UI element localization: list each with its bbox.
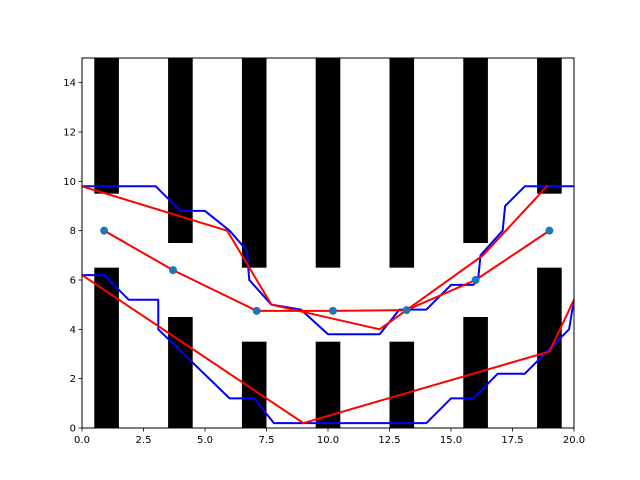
obstacle-bar-8	[389, 58, 415, 268]
y-tick-label: 2	[70, 374, 76, 385]
x-tick-label: 5.0	[197, 435, 213, 446]
y-axis: 0 2 4 6 8 10 12 14	[63, 78, 82, 435]
x-tick-label: 15.0	[440, 435, 462, 446]
y-tick-label: 4	[70, 325, 76, 336]
y-tick-label: 10	[63, 177, 76, 188]
scatter-point-1	[169, 266, 178, 275]
x-tick-label: 20.0	[563, 435, 585, 446]
scatter-point-2	[252, 306, 261, 315]
obstacle-bar-1	[94, 267, 119, 428]
x-tick-label: 10.0	[317, 435, 339, 446]
y-tick-label: 12	[63, 128, 76, 139]
series-line-4	[82, 273, 574, 425]
obstacle-bar-9	[389, 341, 415, 428]
x-tick-label: 17.5	[501, 435, 523, 446]
scatter-point-3	[328, 306, 337, 315]
x-tick-label: 2.5	[136, 435, 152, 446]
obstacle-bar-10	[463, 58, 488, 243]
series-line-0	[82, 185, 574, 336]
obstacle-bar-12	[537, 58, 562, 194]
scatter-point-4	[402, 306, 411, 315]
y-tick-label: 6	[70, 276, 76, 287]
x-tick-label: 7.5	[259, 435, 275, 446]
scatter-point-5	[471, 276, 480, 284]
y-tick-label: 8	[70, 226, 76, 237]
x-tick-label: 0.0	[74, 435, 90, 446]
obstacle-bar-4	[241, 58, 267, 268]
points-layer	[100, 226, 554, 315]
obstacle-bar-3	[168, 317, 193, 428]
series-line-1	[82, 274, 574, 425]
x-axis: 0.0 2.5 5.0 7.5 10.0 12.5 15.0 17.5 20.0	[74, 428, 585, 446]
y-tick-label: 14	[63, 78, 76, 89]
obstacle-bar-2	[168, 58, 193, 243]
scatter-point-0	[100, 226, 109, 235]
obstacle-bar-6	[315, 58, 341, 268]
obstacle-bar-0	[94, 58, 119, 194]
scatter-point-6	[545, 226, 554, 235]
x-tick-label: 12.5	[378, 435, 400, 446]
y-tick-label: 0	[70, 424, 76, 435]
series-line-2	[82, 184, 549, 331]
obstacles	[94, 58, 562, 428]
